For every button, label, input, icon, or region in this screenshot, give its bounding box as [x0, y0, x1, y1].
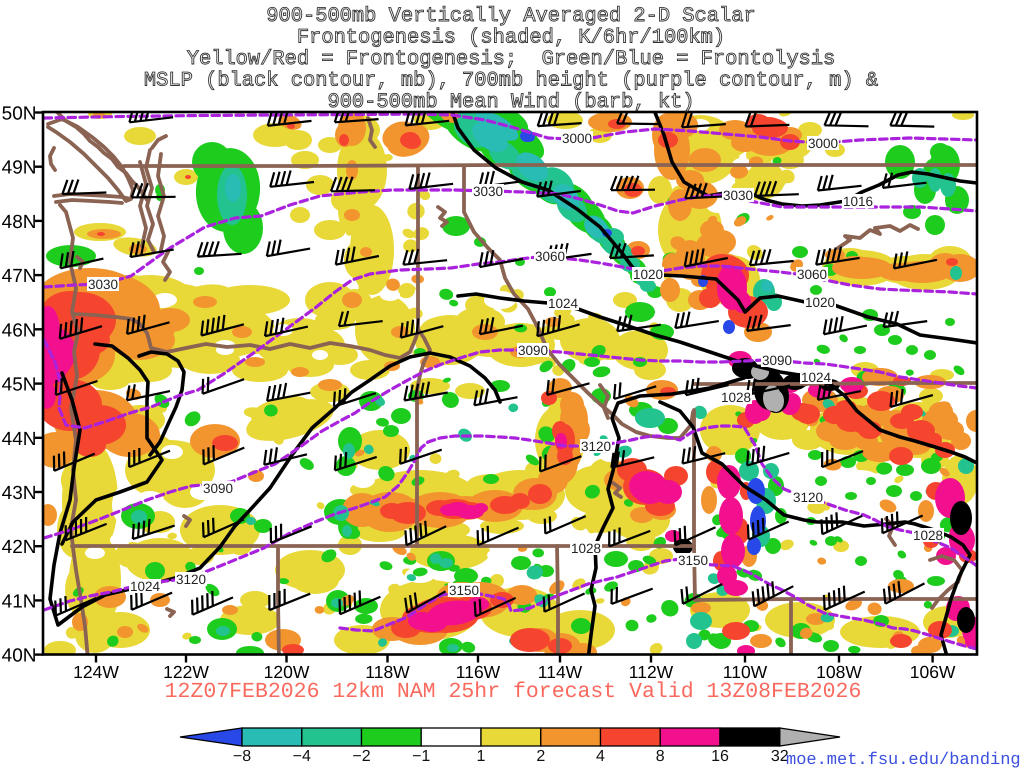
svg-text:900-500mb Vertically Averaged: 900-500mb Vertically Averaged 2-D Scalar: [266, 5, 755, 28]
svg-text:MSLP (black contour, mb), 700m: MSLP (black contour, mb), 700mb height (…: [144, 70, 878, 93]
svg-text:moe.met.fsu.edu/banding: moe.met.fsu.edu/banding: [786, 751, 1021, 768]
svg-text:3120: 3120: [581, 439, 611, 454]
svg-text:3150: 3150: [449, 583, 479, 598]
svg-text:3150: 3150: [678, 553, 708, 568]
svg-text:1020: 1020: [805, 295, 835, 310]
svg-text:Yellow/Red = Frontogenesis; G: Yellow/Red = Frontogenesis; Green/Blue =…: [187, 48, 836, 71]
svg-text:41N: 41N: [2, 591, 37, 612]
svg-text:122W: 122W: [163, 662, 209, 682]
svg-text:44N: 44N: [2, 429, 37, 450]
svg-text:1028: 1028: [913, 528, 943, 543]
svg-text:3120: 3120: [793, 490, 823, 505]
svg-text:3060: 3060: [797, 267, 827, 282]
svg-text:118W: 118W: [365, 662, 410, 682]
svg-text:114W: 114W: [538, 662, 583, 682]
svg-text:48N: 48N: [2, 212, 37, 233]
svg-text:1024: 1024: [548, 296, 579, 311]
svg-text:3030: 3030: [723, 188, 753, 203]
svg-text:−4: −4: [293, 748, 311, 765]
svg-text:1024: 1024: [801, 370, 832, 385]
svg-text:1: 1: [477, 748, 486, 765]
svg-text:124W: 124W: [73, 662, 119, 682]
svg-text:1024: 1024: [130, 579, 161, 594]
svg-text:3090: 3090: [203, 481, 233, 496]
svg-text:1016: 1016: [843, 194, 873, 209]
svg-text:4: 4: [596, 748, 605, 765]
svg-text:3090: 3090: [518, 343, 548, 358]
svg-text:116W: 116W: [456, 662, 501, 682]
svg-text:112W: 112W: [629, 662, 674, 682]
svg-text:1020: 1020: [633, 267, 663, 282]
svg-text:−8: −8: [233, 748, 251, 765]
svg-text:32: 32: [771, 748, 789, 765]
svg-text:43N: 43N: [2, 483, 37, 504]
svg-text:49N: 49N: [2, 158, 37, 179]
svg-text:3030: 3030: [88, 277, 118, 292]
svg-text:8: 8: [656, 748, 665, 765]
svg-text:47N: 47N: [2, 266, 37, 287]
svg-text:3000: 3000: [808, 136, 838, 151]
svg-text:Frontogenesis (shaded, K/6hr/1: Frontogenesis (shaded, K/6hr/100km): [297, 27, 725, 50]
svg-text:3060: 3060: [535, 249, 565, 264]
svg-text:16: 16: [711, 748, 729, 765]
svg-text:106W: 106W: [910, 662, 956, 682]
svg-text:45N: 45N: [2, 375, 37, 396]
svg-text:1028: 1028: [721, 390, 751, 405]
svg-text:3090: 3090: [762, 353, 792, 368]
svg-text:40N: 40N: [2, 646, 37, 667]
svg-text:3000: 3000: [562, 131, 592, 146]
svg-text:120W: 120W: [264, 662, 310, 682]
svg-text:50N: 50N: [2, 104, 37, 125]
svg-text:3030: 3030: [473, 184, 503, 199]
svg-text:−2: −2: [352, 748, 370, 765]
svg-text:110W: 110W: [723, 662, 768, 682]
svg-text:42N: 42N: [2, 537, 37, 558]
svg-text:−1: −1: [412, 748, 430, 765]
svg-text:108W: 108W: [816, 662, 862, 682]
svg-text:12Z07FEB2026 12km NAM 25hr for: 12Z07FEB2026 12km NAM 25hr forecast Vali…: [165, 680, 862, 704]
svg-text:2: 2: [536, 748, 545, 765]
svg-text:46N: 46N: [2, 320, 37, 341]
svg-text:900-500mb Mean Wind (barb, kt): 900-500mb Mean Wind (barb, kt): [327, 91, 694, 114]
svg-text:1028: 1028: [571, 541, 601, 556]
svg-text:3120: 3120: [176, 572, 206, 587]
